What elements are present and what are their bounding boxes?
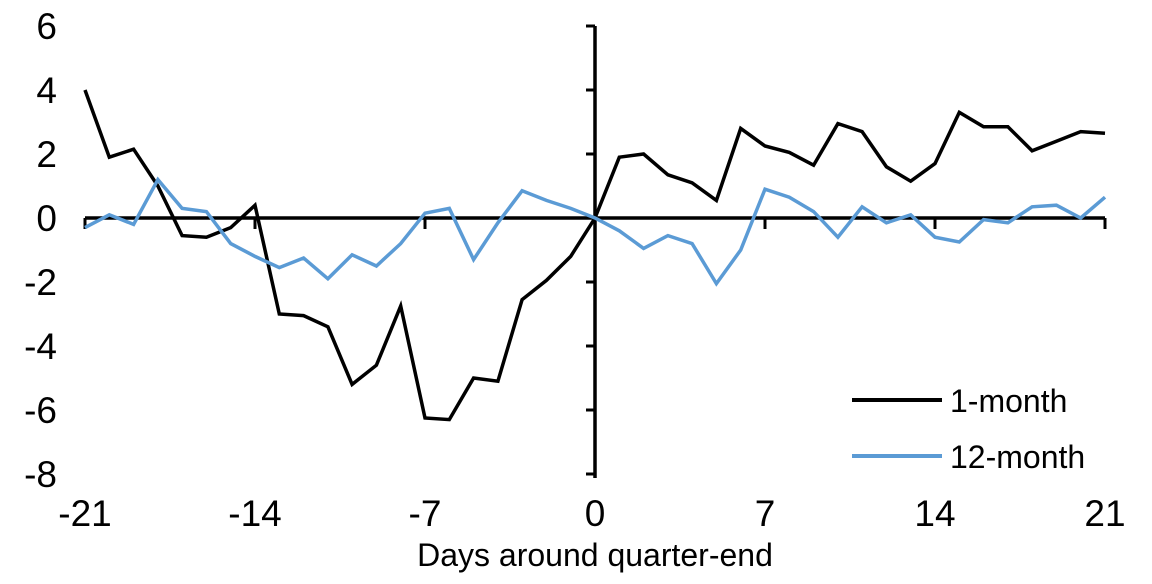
legend-label-12-month: 12-month	[950, 439, 1085, 475]
legend-entry-1-month: 1-month	[852, 383, 1067, 419]
y-tick-label: 2	[36, 134, 57, 175]
x-tick-label: -7	[409, 493, 442, 534]
legend-label-1-month: 1-month	[950, 383, 1067, 419]
y-tick-label: -6	[24, 390, 57, 431]
x-tick-label: 14	[914, 493, 955, 534]
y-tick-label: 6	[36, 6, 57, 47]
y-axis-labels: 6 4 2 0 -2 -4 -6 -8	[24, 6, 57, 495]
y-tick-label: 0	[36, 198, 57, 239]
x-tick-label: -14	[228, 493, 281, 534]
legend: 1-month 12-month	[852, 383, 1085, 475]
y-axis-ticks	[586, 24, 595, 476]
y-tick-label: 4	[36, 70, 57, 111]
x-tick-label: 0	[585, 493, 606, 534]
x-tick-label: 21	[1084, 493, 1125, 534]
x-tick-label: -21	[58, 493, 111, 534]
x-axis-ticks	[83, 218, 1107, 229]
series-group	[83, 89, 1107, 422]
series-12-month-line	[84, 176, 1107, 287]
y-tick-label: -2	[24, 262, 57, 303]
x-axis-labels: -21 -14 -7 0 7 14 21	[58, 493, 1125, 534]
y-tick-label: -4	[24, 326, 57, 367]
y-tick-label: -8	[24, 454, 57, 495]
x-axis-title: Days around quarter-end	[417, 537, 773, 573]
legend-entry-12-month: 12-month	[852, 439, 1085, 475]
x-tick-label: 7	[755, 493, 776, 534]
